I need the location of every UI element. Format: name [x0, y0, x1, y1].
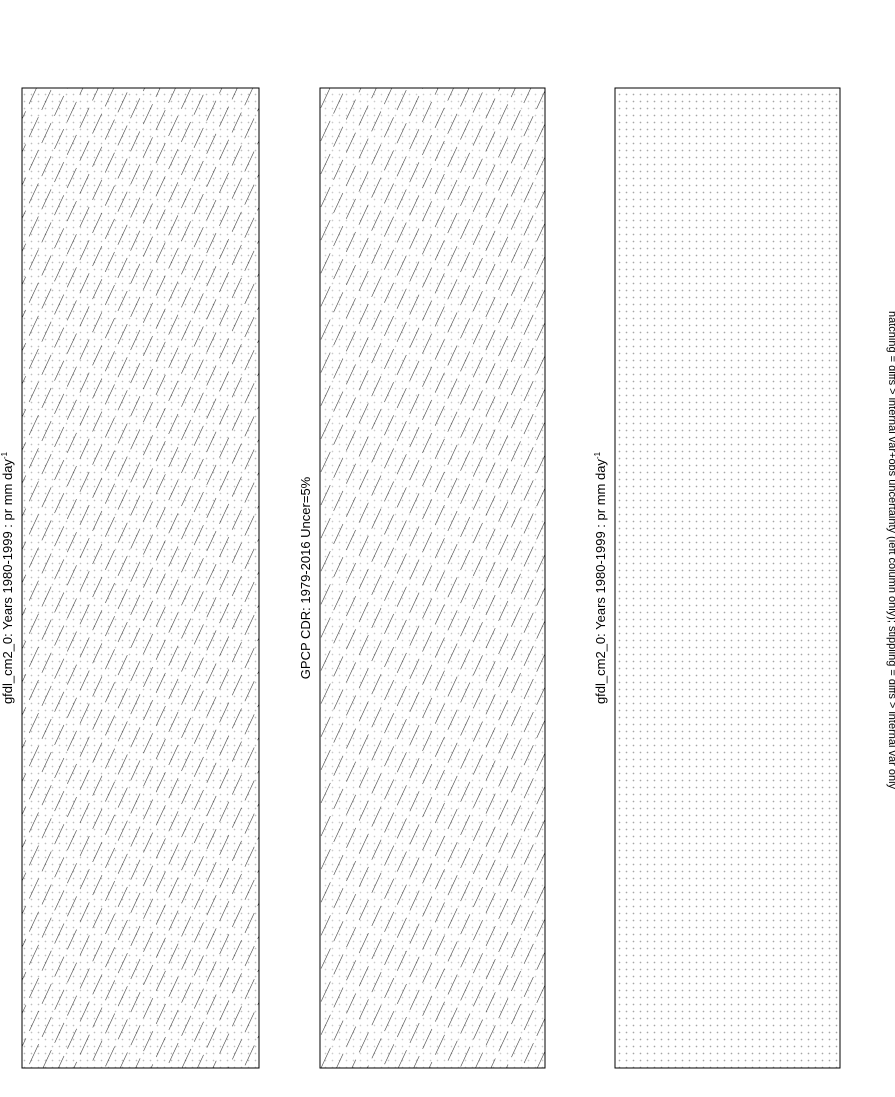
panel-gpcp: GPCP CDR: 1979-2016 Uncer=5%	[298, 87, 546, 1069]
panel-0-heatmap	[22, 88, 259, 1068]
panel-1-frame	[614, 87, 841, 1069]
panel-0-frame	[21, 87, 260, 1069]
panel-0-title: gfdl_cm2_0: Years 1980-1999 : pr mm day-…	[0, 451, 15, 704]
panel-2-title: GPCP CDR: 1979-2016 Uncer=5%	[298, 476, 313, 679]
panel-1-heatmap	[615, 88, 840, 1068]
panel-2-frame	[319, 87, 546, 1069]
panel-gfdl-years-left: gfdl_cm2_0: Years 1980-1999 : pr mm day-…	[0, 87, 260, 1069]
panel-2-stippling	[320, 88, 545, 1068]
panel-gfdl-years-right: gfdl_cm2_0: Years 1980-1999 : pr mm day-…	[593, 87, 841, 1069]
panel-1-stippling	[615, 88, 840, 1068]
panel-0-stippling	[22, 88, 259, 1068]
panel-2-heatmap	[320, 88, 545, 1068]
panel-1-title: gfdl_cm2_0: Years 1980-1999 : pr mm day-…	[593, 451, 608, 704]
footer-note: hatching = diffs > internal var+obs unce…	[886, 311, 895, 790]
